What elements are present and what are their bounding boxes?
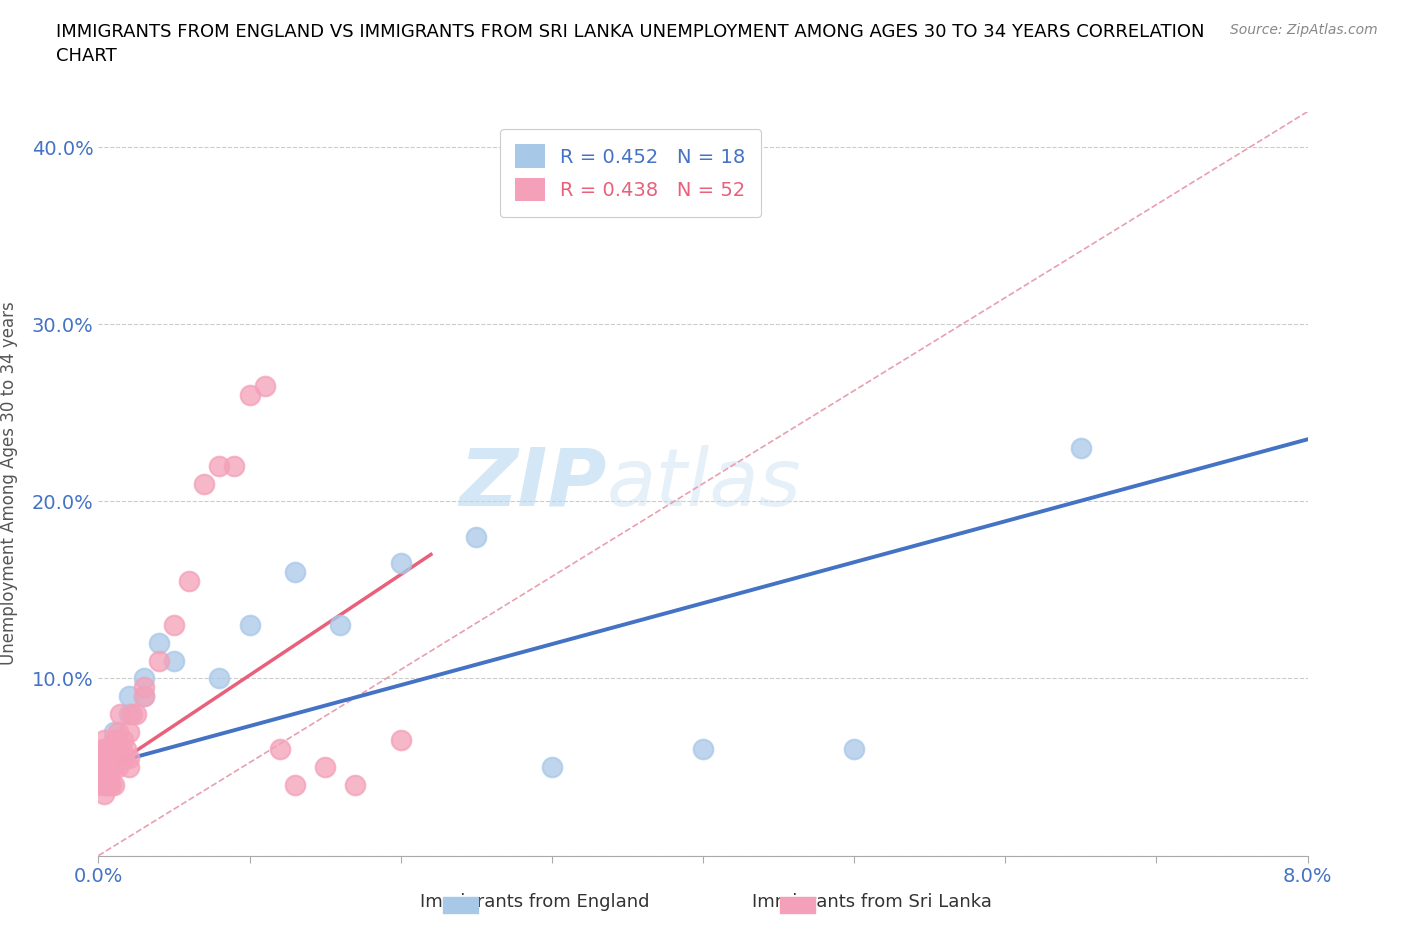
- Point: [108, 707, 131, 722]
- Point: [103, 760, 125, 775]
- Point: [121, 707, 143, 722]
- Point: [96, 768, 118, 783]
- Point: [1070, 441, 1092, 456]
- Point: [208, 671, 231, 686]
- Point: [179, 574, 201, 589]
- Text: Immigrants from England: Immigrants from England: [419, 893, 650, 910]
- Point: [94, 777, 117, 792]
- Point: [239, 618, 262, 632]
- Point: [389, 733, 412, 748]
- Point: [389, 556, 412, 571]
- Legend: R = 0.452   N = 18, R = 0.438   N = 52: R = 0.452 N = 18, R = 0.438 N = 52: [501, 128, 761, 217]
- Point: [91, 742, 114, 757]
- Text: Immigrants from Sri Lanka: Immigrants from Sri Lanka: [752, 893, 991, 910]
- Point: [118, 751, 141, 765]
- Point: [284, 565, 307, 579]
- Point: [132, 689, 155, 704]
- Point: [93, 733, 115, 748]
- Point: [96, 777, 118, 792]
- Point: [208, 458, 231, 473]
- Point: [94, 760, 117, 775]
- Point: [118, 724, 141, 739]
- Point: [98, 742, 121, 757]
- Point: [103, 777, 125, 792]
- Point: [269, 742, 291, 757]
- Point: [132, 680, 155, 695]
- Point: [125, 707, 148, 722]
- Point: [107, 760, 129, 775]
- Point: [100, 777, 122, 792]
- Text: atlas: atlas: [606, 445, 801, 523]
- Point: [193, 476, 215, 491]
- Point: [94, 751, 117, 765]
- Point: [284, 777, 307, 792]
- Point: [90, 777, 112, 792]
- Point: [93, 760, 115, 775]
- Point: [132, 689, 155, 704]
- Point: [118, 760, 141, 775]
- Point: [224, 458, 246, 473]
- Point: [103, 724, 125, 739]
- Point: [132, 671, 155, 686]
- Point: [98, 760, 121, 775]
- Point: [148, 653, 170, 668]
- Point: [100, 742, 122, 757]
- Point: [692, 742, 714, 757]
- Point: [114, 742, 136, 757]
- Y-axis label: Unemployment Among Ages 30 to 34 years: Unemployment Among Ages 30 to 34 years: [0, 301, 18, 666]
- Text: ZIP: ZIP: [458, 445, 606, 523]
- Point: [163, 618, 186, 632]
- Point: [344, 777, 367, 792]
- Point: [465, 529, 488, 544]
- Point: [94, 760, 117, 775]
- Point: [329, 618, 352, 632]
- Point: [91, 760, 114, 775]
- Point: [118, 689, 141, 704]
- Point: [108, 751, 131, 765]
- Point: [101, 760, 124, 775]
- Point: [112, 751, 135, 765]
- Point: [111, 733, 134, 748]
- Point: [253, 379, 276, 393]
- Point: [148, 635, 170, 650]
- Point: [540, 760, 562, 775]
- Point: [98, 777, 121, 792]
- Point: [107, 724, 129, 739]
- Point: [844, 742, 866, 757]
- Point: [314, 760, 336, 775]
- Point: [96, 742, 118, 757]
- Point: [93, 786, 115, 801]
- Point: [105, 733, 128, 748]
- Point: [163, 653, 186, 668]
- Point: [103, 742, 125, 757]
- Text: IMMIGRANTS FROM ENGLAND VS IMMIGRANTS FROM SRI LANKA UNEMPLOYMENT AMONG AGES 30 : IMMIGRANTS FROM ENGLAND VS IMMIGRANTS FR…: [56, 23, 1205, 65]
- Point: [103, 733, 125, 748]
- Point: [110, 742, 132, 757]
- Text: Source: ZipAtlas.com: Source: ZipAtlas.com: [1230, 23, 1378, 37]
- Point: [100, 760, 122, 775]
- Point: [118, 707, 141, 722]
- Point: [239, 388, 262, 403]
